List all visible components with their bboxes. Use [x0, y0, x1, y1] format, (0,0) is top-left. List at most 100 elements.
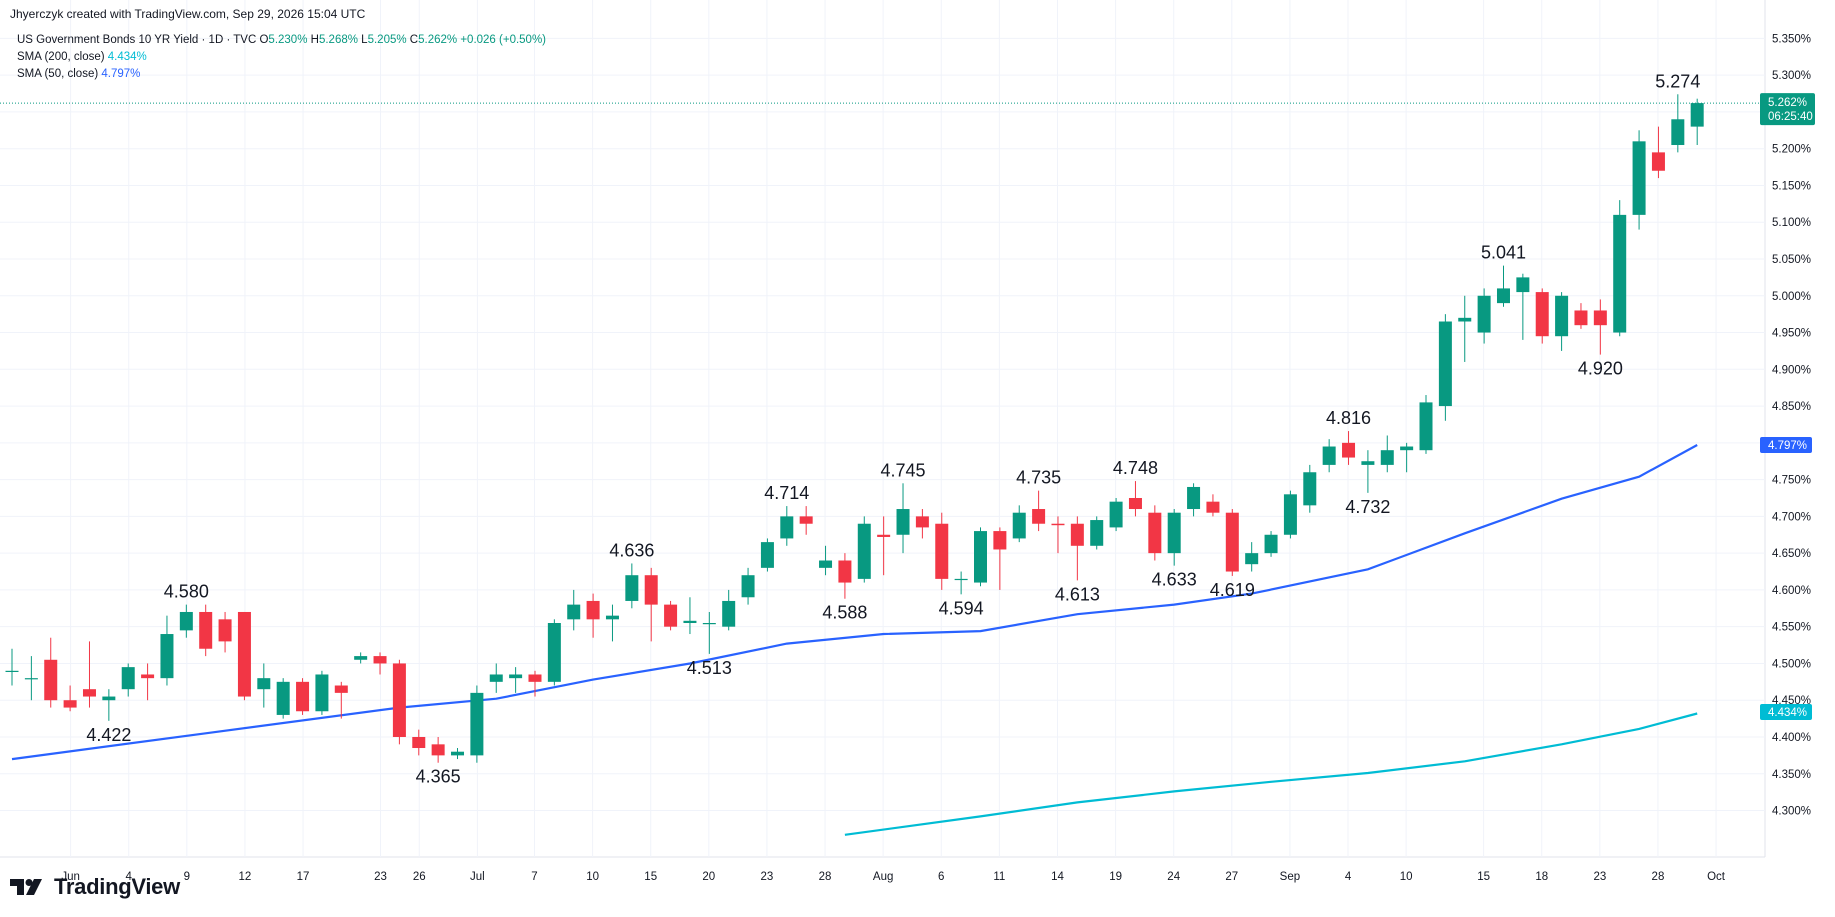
candle-body: [1438, 321, 1452, 407]
tradingview-logo-text: TradingView: [54, 874, 180, 899]
price-tick-label: 4.850%: [1772, 401, 1811, 413]
time-tick-label: Sep: [1280, 871, 1300, 883]
candle-body: [722, 600, 736, 627]
time-tick-label: 28: [819, 871, 832, 883]
candle: [1109, 497, 1123, 532]
time-tick-label: 10: [586, 871, 599, 883]
candle-body: [102, 696, 116, 701]
candle: [354, 652, 368, 664]
candle: [160, 615, 174, 686]
candle-body: [702, 623, 716, 625]
price-tick-label: 4.550%: [1772, 622, 1811, 634]
sma200-legend[interactable]: SMA (200, close) 4.434%: [17, 51, 147, 63]
candle: [44, 637, 58, 708]
candle: [838, 553, 852, 599]
candle: [1206, 494, 1220, 517]
candle-body: [605, 615, 619, 620]
ohlc-close: C5.262%: [409, 34, 458, 46]
candle-body: [160, 634, 174, 679]
price-annotation: 4.619: [1210, 580, 1255, 600]
sma200-legend-label: SMA (200, close): [17, 51, 105, 63]
candle: [974, 527, 987, 587]
candle: [567, 589, 581, 631]
price-annotation: 4.513: [687, 658, 732, 678]
candle: [664, 600, 678, 631]
price-annotation: 4.748: [1113, 458, 1158, 478]
candle: [1400, 442, 1414, 473]
candle: [1361, 450, 1375, 493]
price-tick-label: 4.350%: [1772, 769, 1811, 781]
candle-body: [857, 523, 871, 579]
candle: [509, 667, 523, 693]
candle-body: [451, 751, 465, 756]
candle-body: [1245, 553, 1259, 565]
tradingview-logo[interactable]: TradingView: [10, 874, 180, 900]
symbol-legend[interactable]: US Government Bonds 10 YR Yield · 1D · T…: [17, 34, 546, 46]
candle: [1535, 288, 1549, 344]
candle-body: [276, 681, 290, 715]
candle-body: [625, 575, 639, 601]
time-tick-label: 15: [644, 871, 657, 883]
candle-body: [63, 700, 77, 708]
candle: [1070, 516, 1084, 581]
candle-body: [838, 560, 852, 583]
time-tick-label: 14: [1051, 871, 1064, 883]
candle-body: [315, 674, 329, 712]
price-tick-label: 4.950%: [1772, 328, 1811, 340]
last-price-box: [1760, 93, 1815, 126]
candle: [489, 663, 503, 693]
candle: [896, 483, 910, 554]
candle: [412, 729, 426, 756]
candle-body: [1264, 534, 1278, 554]
price-annotation: 5.041: [1481, 243, 1526, 263]
candle-body: [121, 667, 135, 690]
candle-body: [896, 509, 910, 535]
candle-body: [954, 578, 968, 581]
time-tick-label: 12: [239, 871, 252, 883]
candle: [237, 611, 251, 701]
price-tick-label: 5.200%: [1772, 144, 1811, 156]
candle: [1632, 130, 1646, 230]
candlesticks: [5, 94, 1704, 763]
candle-body: [1671, 119, 1685, 146]
candle: [1380, 435, 1394, 473]
sma200-price-value: 4.434%: [1768, 707, 1807, 719]
candle: [1593, 299, 1607, 355]
candle-body: [1322, 446, 1336, 465]
price-tick-label: 5.150%: [1772, 180, 1811, 192]
candle-body: [1400, 446, 1414, 451]
candle-body: [1690, 103, 1704, 127]
sma50-legend[interactable]: SMA (50, close) 4.797%: [17, 68, 140, 80]
candle: [741, 567, 755, 605]
candle-body: [877, 534, 891, 537]
candle: [1167, 509, 1181, 566]
candle: [24, 656, 38, 701]
symbol-title: US Government Bonds 10 YR Yield · 1D · T…: [17, 34, 257, 46]
time-tick-label: 24: [1167, 871, 1180, 883]
candle: [1322, 439, 1336, 473]
candle: [1264, 531, 1278, 557]
candle-body: [1051, 523, 1065, 526]
candle-body: [799, 516, 813, 524]
price-axis[interactable]: 4.300%4.350%4.400%4.450%4.500%4.550%4.60…: [1760, 33, 1815, 818]
candle-body: [82, 689, 96, 697]
candle-body: [334, 685, 348, 693]
candle-body: [1148, 512, 1162, 554]
candle-body: [1516, 277, 1530, 293]
ohlc-change: +0.026 (+0.50%): [460, 34, 546, 46]
candle-body: [1206, 501, 1220, 513]
time-tick-label: 4: [1345, 871, 1352, 883]
candle-body: [179, 611, 193, 631]
candle: [1128, 481, 1142, 517]
sma200-price-label: 4.434%: [1760, 703, 1812, 720]
ohlc-low: L5.205%: [361, 34, 407, 46]
candle: [722, 589, 736, 631]
sma50-line: [11, 444, 1698, 761]
candle-body: [1128, 497, 1142, 510]
candle-body: [664, 604, 678, 627]
candle: [392, 659, 406, 745]
candle: [528, 670, 542, 697]
last-price-value: 5.262%: [1768, 97, 1807, 109]
time-axis[interactable]: Jun 4 9 12 17 23 26 Jul 7 10 15 20 23 28 Aug 6 11 14 19 24 2…: [61, 871, 1725, 883]
